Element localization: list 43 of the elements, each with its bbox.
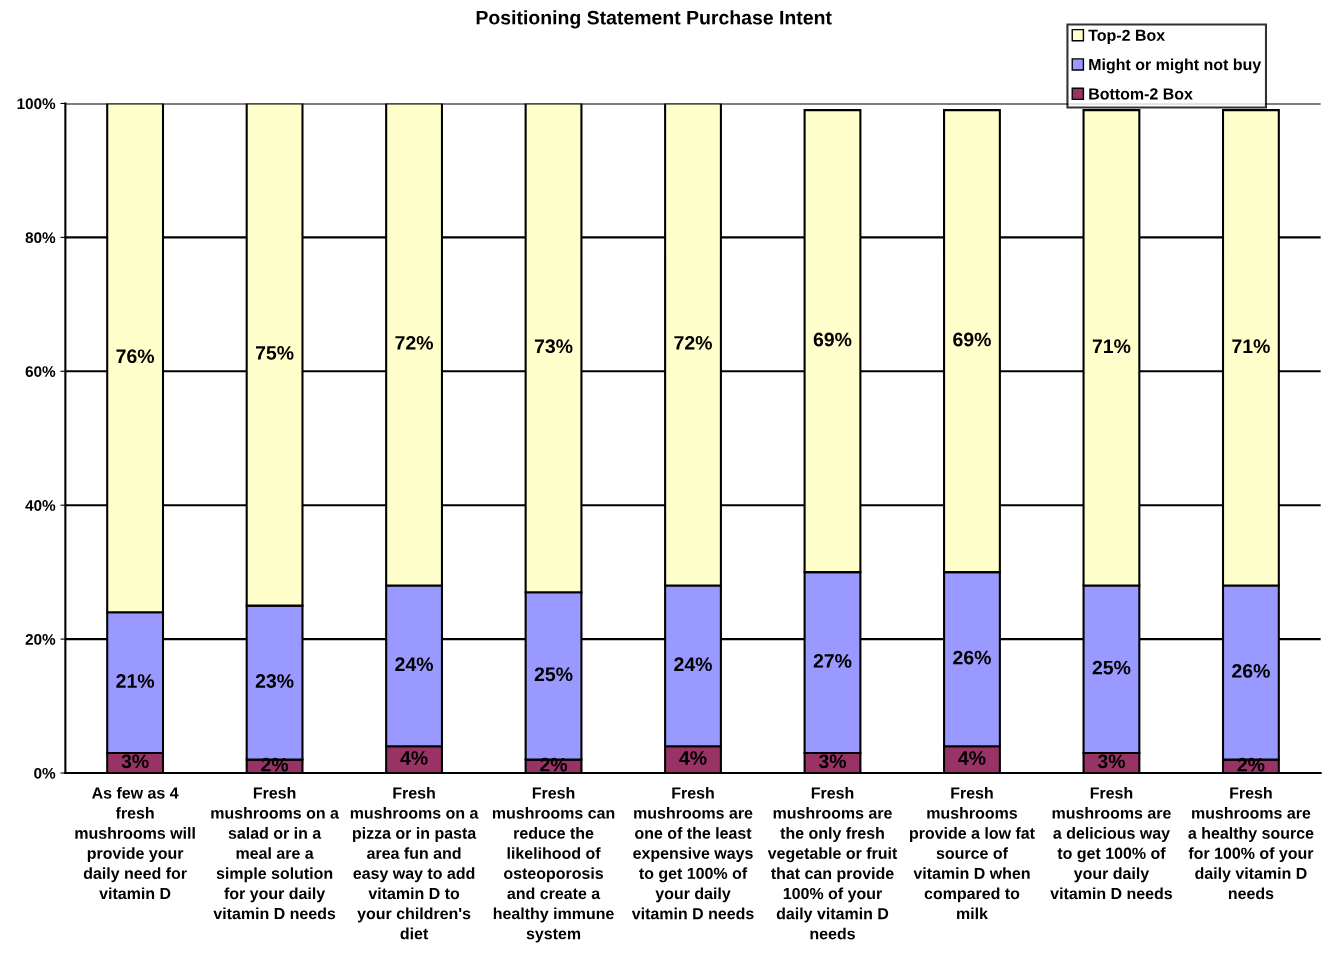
data-label: 73% [534, 339, 573, 354]
data-label: 3% [121, 754, 149, 769]
data-label: 72% [674, 335, 712, 350]
data-label: 25% [534, 667, 573, 682]
y-tick-label: 60% [25, 366, 56, 377]
data-label: 4% [679, 751, 707, 765]
data-label: 26% [1232, 664, 1270, 678]
data-label: 27% [813, 653, 852, 668]
data-label: 69% [953, 332, 991, 347]
data-label: 24% [674, 657, 712, 672]
data-label: 71% [1232, 339, 1270, 354]
x-tick-label: Fresh mushrooms are one of the least expensive ways to get 100% of your daily vitamin D needs [631, 786, 754, 920]
x-tick-label: As few as 4 fresh mushrooms will provide your daily need for vitamin D [75, 786, 195, 900]
data-label: 24% [395, 657, 434, 672]
legend-label: Bottom-2 Box [1089, 88, 1193, 100]
data-label: 69% [813, 332, 852, 347]
x-tick-label: Fresh mushrooms are a healthy source for 100% of your daily vitamin D needs [1188, 786, 1314, 900]
y-tick-label: 80% [25, 232, 56, 244]
data-label: 3% [1097, 754, 1125, 769]
data-label: 25% [1092, 660, 1131, 675]
chart-title: Positioning Statement Purchase Intent [476, 10, 832, 29]
data-label: 21% [116, 674, 155, 688]
x-tick-label: Fresh mushrooms on a salad or in a meal are a simple solution for your daily vitamin D needs [211, 786, 340, 920]
legend-label: Might or might not buy [1089, 58, 1262, 74]
data-label: 72% [395, 335, 434, 350]
data-label: 23% [255, 674, 294, 688]
y-tick-label: 20% [25, 633, 56, 645]
data-label: 4% [958, 751, 986, 765]
data-label: 71% [1092, 339, 1131, 354]
y-tick-label: 0% [34, 767, 56, 779]
x-tick-label: Fresh mushrooms can reduce the likelihood of osteoporosis and create a healthy immune system [492, 786, 615, 943]
data-label: 76% [116, 349, 155, 364]
y-tick-label: 40% [25, 500, 56, 511]
data-label: 4% [400, 751, 428, 765]
x-tick-label: Fresh mushrooms are a delicious way to get 100% of your daily vitamin D needs [1050, 786, 1173, 900]
data-label: 3% [818, 754, 847, 769]
legend-label: Top-2 Box [1088, 29, 1165, 45]
data-label: 75% [255, 346, 294, 360]
y-tick-label: 100% [17, 98, 56, 110]
x-tick-label: Fresh mushrooms are the only fresh vegetable or fruit that can provide 100% of your daily vitamin D needs [767, 786, 898, 940]
x-tick-label: Fresh mushrooms on a pizza or in pasta area fun and easy way to add vitamin D to your children's diet [350, 786, 479, 940]
data-label: 26% [953, 650, 991, 665]
x-tick-label: Fresh mushrooms provide a low fat source of vitamin D when compared to milk [910, 786, 1035, 920]
